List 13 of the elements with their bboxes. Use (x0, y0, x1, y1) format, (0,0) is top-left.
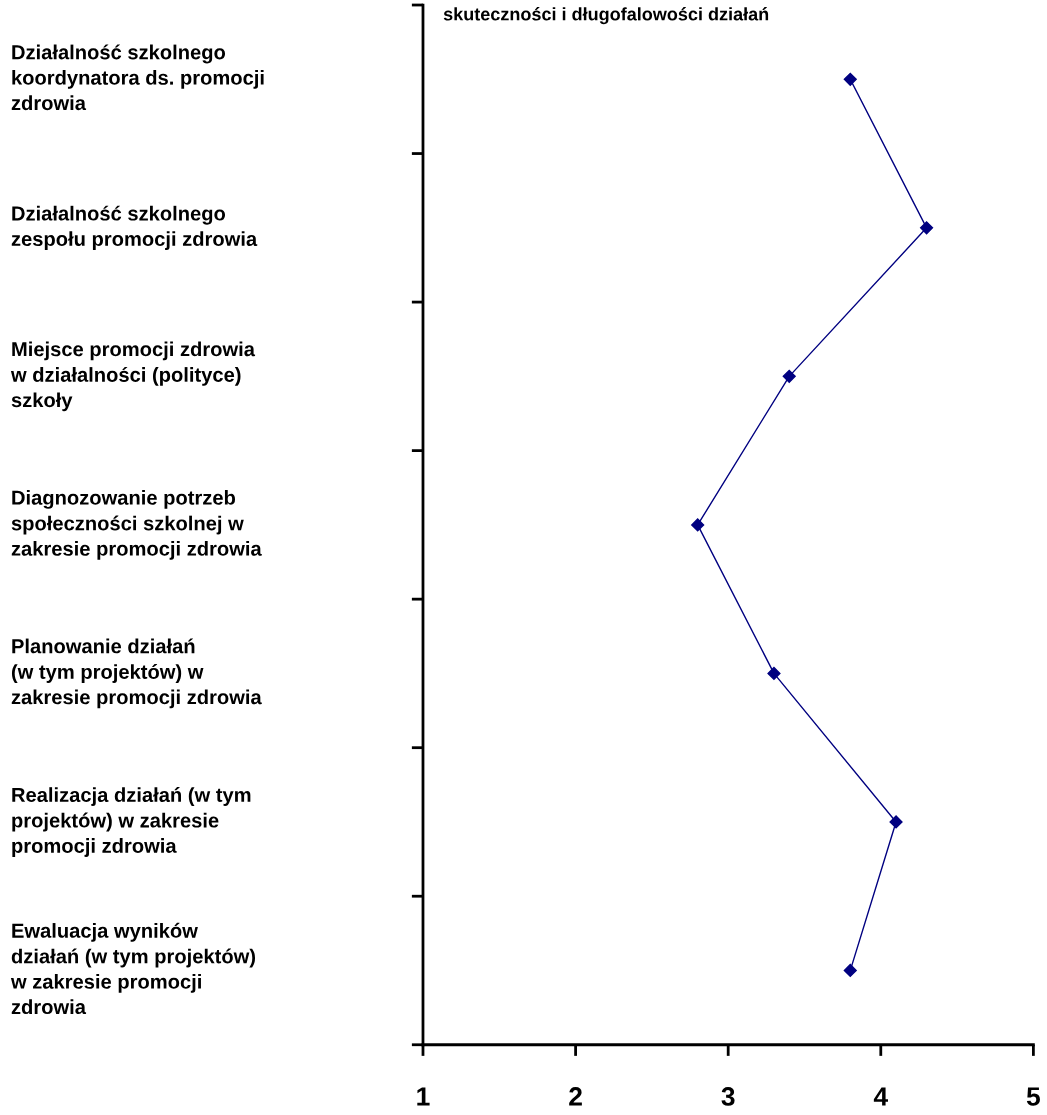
x-tick-label: 4 (873, 1087, 888, 1106)
y-tick-label: Realizacja działań (w tym projektów) w zakresie promocji zdrowia (12, 787, 251, 857)
chart-title: skuteczności i długofalowości działań (443, 7, 769, 25)
y-tick-label: Działalność szkolnego koordynatora ds. promocji zdrowia (11, 44, 264, 111)
x-tick-label: 3 (721, 1087, 735, 1106)
x-tick-label: 1 (417, 1087, 430, 1106)
x-tick-label: 2 (569, 1087, 582, 1106)
x-tick-label: 5 (1026, 1087, 1040, 1106)
y-tick-label: Ewaluacja wyników działań (w tym projektów) w zakresie promocji zdrowia (10, 922, 256, 1015)
y-tick-label: Diagnozowanie potrzeb społeczności szkolnej w zakresie promocji zdrowia (11, 489, 262, 560)
y-tick-label: Planowanie działań (w tym projektów) w zakresie promocji zdrowia (11, 638, 262, 709)
y-tick-label: Działalność szkolnego zespołu promocji zdrowia (11, 205, 258, 251)
y-tick-label: Miejsce promocji zdrowia w działalności (polityce) szkoły (10, 341, 256, 412)
